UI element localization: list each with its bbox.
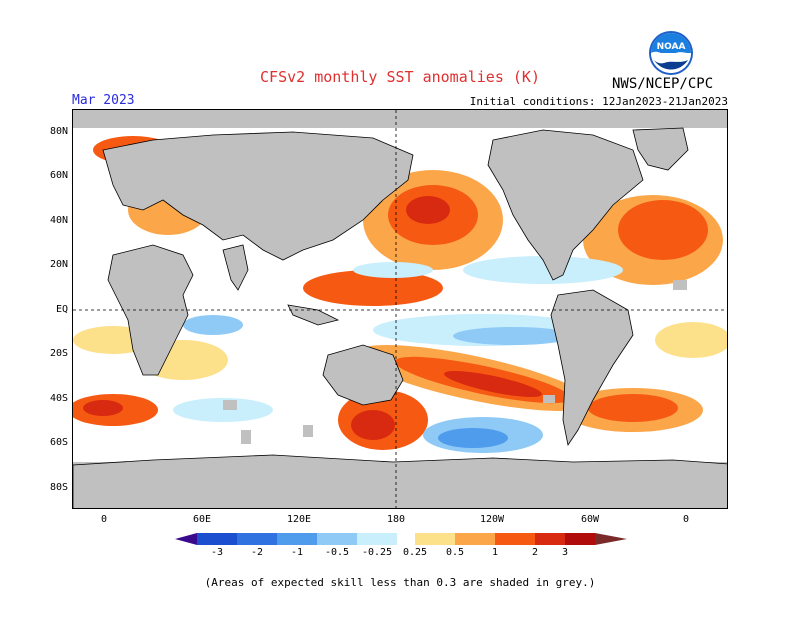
- colorbar-bin: [237, 533, 277, 545]
- colorbar-label: 1: [491, 547, 499, 558]
- colorbar-label: -1: [290, 547, 304, 558]
- colorbar-label: -0.5: [324, 547, 350, 558]
- skill-footnote: (Areas of expected skill less than 0.3 a…: [204, 576, 596, 589]
- lat-label-40n: 40N: [49, 215, 68, 226]
- continents: [73, 127, 727, 508]
- logo-text: NOAA: [657, 42, 686, 52]
- lat-label-40s: 40S: [49, 393, 68, 404]
- india: [222, 244, 249, 291]
- cool-anomalies: [173, 256, 623, 453]
- colorbar-arrow-high: [595, 533, 627, 545]
- colorbar-label: -0.25: [361, 547, 393, 558]
- arctic-grey: [73, 110, 727, 128]
- low-skill-patches: [223, 280, 687, 444]
- colorbar-bin: [455, 533, 495, 545]
- colorbar-label: 2: [531, 547, 539, 558]
- lon-label-0-west: 0: [100, 514, 108, 525]
- sst-anomaly-map: [72, 109, 728, 509]
- lat-label-80s: 80S: [49, 482, 68, 493]
- colorbar-bin: [535, 533, 565, 545]
- lon-label-180: 180: [386, 514, 406, 525]
- greenland: [632, 127, 689, 171]
- lon-label-60w: 60W: [580, 514, 600, 525]
- colorbar-bin: [495, 533, 535, 545]
- lat-label-eq: EQ: [55, 304, 68, 315]
- map-canvas: [73, 110, 727, 508]
- colorbar-label: -2: [250, 547, 264, 558]
- forecast-month: Mar 2023: [72, 93, 135, 108]
- colorbar-bin: [397, 533, 415, 545]
- map-title: CFSv2 monthly SST anomalies (K): [260, 68, 540, 86]
- lon-label-120e: 120E: [286, 514, 312, 525]
- colorbar-arrow-low: [175, 533, 197, 545]
- south-america: [550, 289, 634, 447]
- lat-label-60n: 60N: [49, 170, 68, 181]
- colorbar-bin: [357, 533, 397, 545]
- indonesia: [287, 304, 340, 326]
- colorbar-label: 3: [561, 547, 569, 558]
- colorbar-bin: [277, 533, 317, 545]
- colorbar-label: 0.5: [445, 547, 465, 558]
- colorbar-bin: [197, 533, 237, 545]
- colorbar-bin: [565, 533, 595, 545]
- lat-label-60s: 60S: [49, 437, 68, 448]
- eurasia: [102, 131, 414, 261]
- agency-label: NWS/NCEP/CPC: [612, 76, 714, 92]
- initial-conditions: Initial conditions: 12Jan2023-21Jan2023: [469, 95, 728, 108]
- africa: [107, 244, 194, 376]
- lat-label-20n: 20N: [49, 259, 68, 270]
- lon-label-0-east: 0: [682, 514, 690, 525]
- lon-label-120w: 120W: [479, 514, 505, 525]
- colorbar-label: 0.25: [402, 547, 428, 558]
- lon-label-60e: 60E: [192, 514, 212, 525]
- australia: [322, 344, 404, 406]
- antarctica-land: [73, 454, 727, 508]
- lat-label-20s: 20S: [49, 348, 68, 359]
- colorbar-bin: [317, 533, 357, 545]
- colorbar: [175, 533, 627, 545]
- colorbar-bin: [415, 533, 455, 545]
- colorbar-label: -3: [210, 547, 224, 558]
- noaa-logo: NOAA: [649, 31, 693, 75]
- lat-label-80n: 80N: [49, 126, 68, 137]
- north-america: [487, 129, 644, 281]
